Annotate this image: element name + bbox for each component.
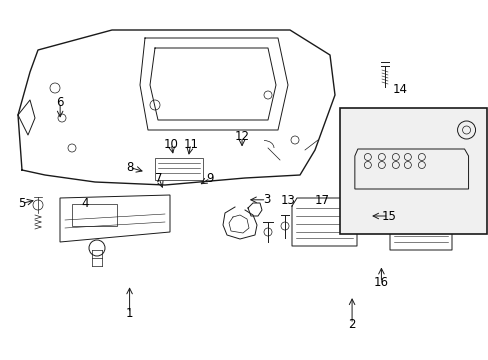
Text: 5: 5	[18, 197, 26, 210]
Text: 14: 14	[392, 83, 407, 96]
Text: 7: 7	[155, 172, 163, 185]
Text: 11: 11	[183, 138, 198, 150]
Text: 1: 1	[125, 307, 133, 320]
Bar	[155, 158, 203, 180]
Bar	[72, 204, 117, 226]
Text: 2: 2	[347, 318, 355, 330]
Bar	[339, 108, 486, 234]
Text: 12: 12	[234, 130, 249, 143]
Text: 15: 15	[381, 210, 395, 222]
Text: 17: 17	[314, 194, 328, 207]
Text: 10: 10	[163, 138, 178, 150]
Text: 4: 4	[81, 197, 89, 210]
Text: 6: 6	[56, 96, 64, 109]
Text: 13: 13	[281, 194, 295, 207]
Text: 3: 3	[262, 193, 270, 206]
Text: 8: 8	[125, 161, 133, 174]
Text: 16: 16	[373, 276, 388, 289]
Text: 9: 9	[206, 172, 214, 185]
